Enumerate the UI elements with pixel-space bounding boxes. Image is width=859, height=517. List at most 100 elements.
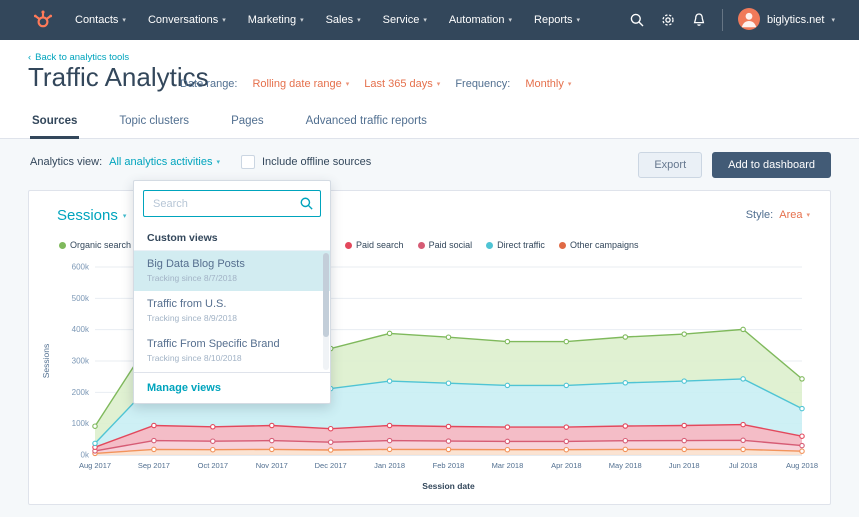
settings-gear-icon[interactable] — [660, 12, 676, 28]
search-input[interactable] — [143, 190, 321, 217]
custom-view-subtitle: Tracking since 8/9/2018 — [147, 313, 317, 323]
period-select[interactable]: Last 365 days ▾ — [364, 78, 440, 90]
nav-item-service[interactable]: Service▾ — [372, 0, 438, 40]
nav-item-sales[interactable]: Sales▾ — [315, 0, 372, 40]
style-label: Style: — [746, 209, 774, 221]
svg-text:100k: 100k — [72, 419, 90, 428]
custom-views-header: Custom views — [134, 225, 330, 251]
frequency-value: Monthly — [525, 78, 564, 90]
tab-bar: Sources Topic clusters Pages Advanced traff… — [30, 106, 429, 139]
legend-dot — [59, 242, 66, 249]
date-range-select[interactable]: Rolling date range ▾ — [252, 78, 349, 90]
style-select[interactable]: Area ▾ — [779, 209, 810, 221]
analytics-view-value: All analytics activities — [109, 156, 212, 168]
nav-item-label: Sales — [326, 14, 354, 26]
svg-text:Dec 2017: Dec 2017 — [315, 461, 347, 470]
legend-label: Paid social — [429, 240, 473, 250]
svg-text:400k: 400k — [72, 325, 90, 334]
scrollbar-thumb[interactable] — [323, 253, 329, 337]
svg-text:Oct 2017: Oct 2017 — [198, 461, 228, 470]
scrollbar-track[interactable] — [323, 253, 329, 370]
svg-text:Jul 2018: Jul 2018 — [729, 461, 757, 470]
svg-text:Jan 2018: Jan 2018 — [374, 461, 405, 470]
avatar — [738, 8, 760, 33]
date-range-label: Date range: — [180, 78, 237, 90]
date-range-value: Rolling date range — [252, 78, 341, 90]
manage-views-link[interactable]: Manage views — [134, 372, 330, 403]
custom-view-subtitle: Tracking since 8/7/2018 — [147, 273, 317, 283]
legend-dot — [486, 242, 493, 249]
nav-item-marketing[interactable]: Marketing▾ — [237, 0, 315, 40]
legend-dot — [345, 242, 352, 249]
nav-item-label: Conversations — [148, 14, 218, 26]
chevron-down-icon: ▾ — [357, 16, 361, 24]
nav-item-label: Reports — [534, 14, 573, 26]
chevron-down-icon: ▾ — [568, 80, 572, 88]
nav-menu: Contacts▾Conversations▾Marketing▾Sales▾S… — [64, 0, 591, 40]
svg-text:Sep 2017: Sep 2017 — [138, 461, 170, 470]
svg-text:0k: 0k — [81, 451, 90, 460]
search-icon[interactable] — [629, 12, 645, 28]
frequency-select[interactable]: Monthly ▾ — [525, 78, 571, 90]
include-offline-sources-checkbox[interactable] — [241, 155, 255, 169]
style-value: Area — [779, 209, 802, 221]
chevron-down-icon: ▾ — [123, 212, 127, 220]
frequency-label: Frequency: — [455, 78, 510, 90]
chevron-down-icon: ▾ — [346, 80, 350, 88]
analytics-view-label: Analytics view: — [30, 156, 102, 168]
custom-view-title: Traffic from U.S. — [147, 298, 317, 310]
nav-item-conversations[interactable]: Conversations▾ — [137, 0, 237, 40]
hubspot-logo-icon[interactable] — [32, 8, 54, 32]
svg-text:200k: 200k — [72, 388, 90, 397]
top-navigation-bar: Contacts▾Conversations▾Marketing▾Sales▾S… — [0, 0, 859, 40]
chevron-down-icon: ▾ — [831, 16, 835, 24]
tab-pages[interactable]: Pages — [229, 106, 266, 139]
legend-label: Other campaigns — [570, 240, 639, 250]
export-button[interactable]: Export — [638, 152, 702, 178]
custom-view-option[interactable]: Traffic from U.S. Tracking since 8/9/2018 — [134, 291, 330, 331]
tab-sources[interactable]: Sources — [30, 106, 79, 139]
chevron-down-icon: ▾ — [423, 16, 427, 24]
add-to-dashboard-button[interactable]: Add to dashboard — [712, 152, 831, 178]
nav-item-reports[interactable]: Reports▾ — [523, 0, 591, 40]
legend-dot — [418, 242, 425, 249]
chevron-down-icon: ▾ — [122, 16, 126, 24]
analytics-view-controls: Analytics view: All analytics activities… — [30, 155, 371, 169]
custom-view-option[interactable]: Big Data Blog Posts Tracking since 8/7/20… — [134, 251, 330, 291]
chevron-down-icon: ▾ — [437, 80, 441, 88]
legend-label: Direct traffic — [497, 240, 545, 250]
svg-text:500k: 500k — [72, 294, 90, 303]
legend-item-paid-social[interactable]: Paid social — [418, 240, 473, 250]
notifications-bell-icon[interactable] — [691, 12, 707, 28]
analytics-view-select[interactable]: All analytics activities ▾ — [109, 156, 220, 168]
sessions-metric-label: Sessions — [57, 207, 118, 224]
legend-item-other-campaigns[interactable]: Other campaigns — [559, 240, 639, 250]
svg-text:May 2018: May 2018 — [609, 461, 642, 470]
sessions-metric-select[interactable]: Sessions ▾ — [57, 207, 126, 224]
tab-topic-clusters[interactable]: Topic clusters — [117, 106, 191, 139]
custom-view-title: Big Data Blog Posts — [147, 258, 317, 270]
search-icon — [299, 196, 314, 216]
chevron-down-icon: ▾ — [216, 158, 220, 166]
nav-item-label: Automation — [449, 14, 505, 26]
legend-item-paid-search[interactable]: Paid search — [345, 240, 404, 250]
nav-divider — [722, 9, 723, 31]
nav-item-contacts[interactable]: Contacts ▾ — [64, 0, 137, 40]
custom-view-option[interactable]: Traffic From Specific BrandTracking sinc… — [134, 331, 330, 371]
nav-item-label: Service — [383, 14, 420, 26]
nav-item-label: Contacts — [75, 14, 118, 26]
svg-text:Mar 2018: Mar 2018 — [492, 461, 524, 470]
svg-text:600k: 600k — [72, 263, 90, 272]
custom-view-title: Traffic From Specific Brand — [147, 338, 317, 350]
legend-item-organic-search[interactable]: Organic search — [59, 240, 131, 250]
nav-item-automation[interactable]: Automation▾ — [438, 0, 523, 40]
legend-label: Paid search — [356, 240, 404, 250]
svg-text:Aug 2017: Aug 2017 — [79, 461, 111, 470]
tab-advanced-traffic-reports[interactable]: Advanced traffic reports — [304, 106, 429, 139]
legend-item-direct-traffic[interactable]: Direct traffic — [486, 240, 545, 250]
account-menu[interactable]: biglytics.net ▾ — [738, 8, 835, 33]
svg-text:Feb 2018: Feb 2018 — [433, 461, 465, 470]
account-name: biglytics.net — [767, 14, 824, 26]
action-buttons: Export Add to dashboard — [638, 152, 831, 178]
nav-right-utilities: biglytics.net ▾ — [629, 8, 835, 33]
